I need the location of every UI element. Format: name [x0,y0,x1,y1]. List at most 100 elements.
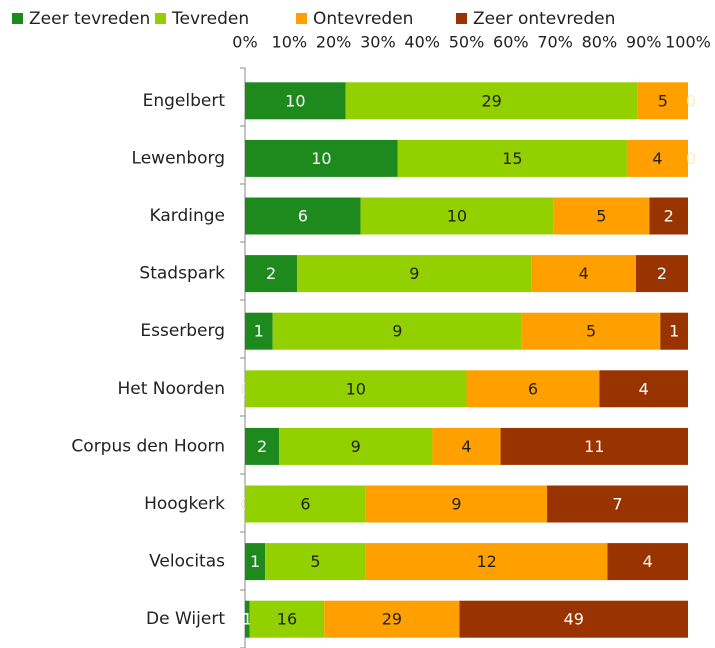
bar-segment [626,139,688,177]
data-label: 0 [686,91,696,110]
data-label: 10 [311,149,331,168]
bar-segment [531,255,636,293]
bar-segment [245,370,467,408]
x-tick-label: 80% [582,33,618,52]
bar-segment [635,255,688,293]
bar-segment [245,197,361,235]
data-label: 5 [596,207,606,226]
bar-segment [649,197,688,235]
y-tick-label: De Wijert [146,609,225,629]
legend-swatch [296,13,307,24]
bar-segment [500,427,688,465]
data-label: 9 [392,322,402,341]
bar-segment [324,600,460,638]
x-tick-label: 30% [360,33,396,52]
bar-segment [547,485,688,523]
legend-label: Zeer ontevreden [473,9,615,29]
legend-swatch [155,13,166,24]
x-tick-label: 90% [626,33,662,52]
bar-segment [599,370,688,408]
data-label: 10 [285,91,305,110]
data-label: 4 [639,379,649,398]
y-tick-label: Kardinge [150,206,226,226]
bar-segment [466,370,600,408]
bar-segment [245,255,298,293]
bar-segment [279,427,433,465]
bar-segment [245,600,250,638]
data-label: 2 [657,264,667,283]
legend-swatch [12,13,23,24]
y-tick-label: Corpus den Hoorn [71,436,225,456]
x-tick-label: 40% [404,33,440,52]
bar-segment [607,543,688,581]
data-label: 6 [298,207,308,226]
bar-segment [345,82,638,120]
data-label: 16 [277,610,297,629]
bar-segment [365,485,548,523]
data-label: 4 [461,437,471,456]
data-label: 10 [447,207,467,226]
data-label: 2 [266,264,276,283]
data-label: 11 [584,437,604,456]
data-label: 29 [481,91,501,110]
y-tick-label: Het Noorden [117,379,225,399]
bar-segment [245,543,266,581]
legend-label: Tevreden [171,9,249,29]
data-label: 1 [669,322,679,341]
data-label: 9 [409,264,419,283]
bar-segment [637,82,688,120]
bar-segment [245,82,346,120]
data-label: 4 [652,149,662,168]
legend-label: Zeer tevreden [29,9,150,29]
x-tick-label: 70% [537,33,573,52]
x-tick-label: 20% [316,33,352,52]
data-label: 9 [351,437,361,456]
data-label: 1 [242,610,252,629]
y-tick-label: Esserberg [140,321,225,341]
x-tick-label: 10% [272,33,308,52]
bar-segment [265,543,366,581]
data-label: 5 [586,322,596,341]
data-label: 7 [612,495,622,514]
data-label: 6 [300,495,310,514]
bar-segment [272,312,522,350]
x-tick-label: 50% [449,33,485,52]
data-label: 1 [250,552,260,571]
bar-segment [245,427,280,465]
data-label: 15 [502,149,522,168]
bar-segment [521,312,661,350]
bar-segment [360,197,554,235]
y-tick-label: Engelbert [143,91,226,111]
data-label: 0 [686,149,696,168]
bar-segment [245,312,273,350]
bar-segment [432,427,501,465]
data-label: 5 [310,552,320,571]
data-label: 10 [346,379,366,398]
data-label: 2 [257,437,267,456]
data-label: 4 [643,552,653,571]
bar-segment [553,197,650,235]
bar-segment [459,600,688,638]
legend-label: Ontevreden [313,9,413,29]
data-label: 4 [579,264,589,283]
data-label: 5 [658,91,668,110]
y-tick-label: Velocitas [149,552,225,572]
data-label: 9 [451,495,461,514]
y-tick-label: Lewenborg [132,148,225,168]
y-tick-label: Stadspark [139,264,225,284]
data-label: 6 [528,379,538,398]
data-label: 12 [476,552,496,571]
x-tick-label: 100% [665,33,711,52]
legend-swatch [456,13,467,24]
data-label: 49 [564,610,584,629]
data-label: 1 [254,322,264,341]
data-label: 29 [382,610,402,629]
y-tick-label: Hoogkerk [144,494,225,514]
bar-segment [297,255,532,293]
x-tick-label: 0% [232,33,257,52]
bar-segment [245,139,398,177]
bar-segment [245,485,366,523]
bar-segment [397,139,627,177]
data-label: 2 [664,207,674,226]
